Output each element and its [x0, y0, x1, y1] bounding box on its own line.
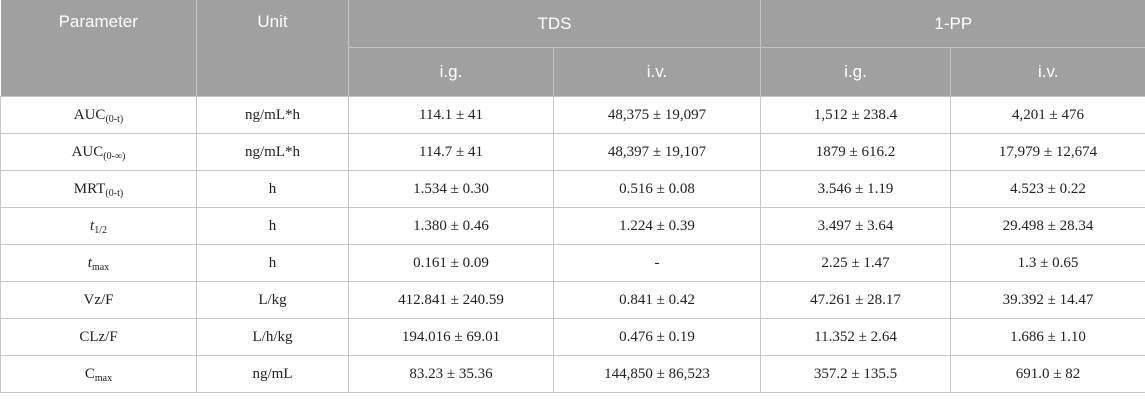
param-sub: (0-t): [105, 187, 124, 199]
param-main: Vz/F: [83, 291, 114, 308]
param-cell: CLz/F: [0, 318, 197, 356]
table-row: AUC(0-∞) ng/mL*h 114.7 ± 41 48,397 ± 19,…: [0, 133, 1145, 171]
pp-iv-cell: 4,201 ± 476: [950, 96, 1145, 134]
pp-ig-cell: 11.352 ± 2.64: [760, 318, 951, 356]
tds-ig-cell: 83.23 ± 35.36: [348, 355, 554, 393]
header-group-1pp: 1-PP: [760, 0, 1145, 48]
tds-ig-cell: 1.380 ± 0.46: [348, 207, 554, 245]
tds-ig-cell: 194.016 ± 69.01: [348, 318, 554, 356]
pp-iv-cell: 39.392 ± 14.47: [950, 281, 1145, 319]
unit-cell: h: [196, 170, 349, 208]
table-row: tmax h 0.161 ± 0.09 - 2.25 ± 1.47 1.3 ± …: [0, 244, 1145, 282]
param-sub: max: [91, 261, 110, 273]
param-cell: Cmax: [0, 355, 197, 393]
tds-ig-cell: 114.1 ± 41: [348, 96, 554, 134]
param-main: t: [87, 254, 92, 271]
pp-ig-cell: 1879 ± 616.2: [760, 133, 951, 171]
unit-cell: h: [196, 207, 349, 245]
param-cell: AUC(0-t): [0, 96, 197, 134]
header-tds-iv: i.v.: [553, 47, 761, 97]
param-cell: MRT(0-t): [0, 170, 197, 208]
param-cell: Vz/F: [0, 281, 197, 319]
tds-ig-cell: 412.841 ± 240.59: [348, 281, 554, 319]
table-row: t1/2 h 1.380 ± 0.46 1.224 ± 0.39 3.497 ±…: [0, 207, 1145, 245]
param-cell: tmax: [0, 244, 197, 282]
tds-iv-cell: 48,397 ± 19,107: [553, 133, 761, 171]
header-unit: Unit: [196, 0, 349, 97]
pp-iv-cell: 691.0 ± 82: [950, 355, 1145, 393]
tds-iv-cell: 1.224 ± 0.39: [553, 207, 761, 245]
unit-cell: ng/mL*h: [196, 96, 349, 134]
table-row: Vz/F L/kg 412.841 ± 240.59 0.841 ± 0.42 …: [0, 281, 1145, 319]
header-1pp-iv: i.v.: [950, 47, 1145, 97]
pp-iv-cell: 4.523 ± 0.22: [950, 170, 1145, 208]
header-parameter: Parameter: [0, 0, 197, 97]
unit-cell: ng/mL: [196, 355, 349, 393]
pp-ig-cell: 3.546 ± 1.19: [760, 170, 951, 208]
param-sub: max: [94, 372, 113, 384]
table-row: AUC(0-t) ng/mL*h 114.1 ± 41 48,375 ± 19,…: [0, 96, 1145, 134]
tds-iv-cell: 0.516 ± 0.08: [553, 170, 761, 208]
header-tds-ig: i.g.: [348, 47, 554, 97]
table-row: Cmax ng/mL 83.23 ± 35.36 144,850 ± 86,52…: [0, 355, 1145, 393]
header-group-tds: TDS: [348, 0, 761, 48]
pp-iv-cell: 29.498 ± 28.34: [950, 207, 1145, 245]
param-main: AUC: [73, 106, 106, 123]
param-cell: t1/2: [0, 207, 197, 245]
pp-ig-cell: 47.261 ± 28.17: [760, 281, 951, 319]
pp-ig-cell: 357.2 ± 135.5: [760, 355, 951, 393]
unit-cell: h: [196, 244, 349, 282]
unit-cell: L/kg: [196, 281, 349, 319]
pp-iv-cell: 17,979 ± 12,674: [950, 133, 1145, 171]
param-main: MRT: [73, 180, 106, 197]
pp-ig-cell: 1,512 ± 238.4: [760, 96, 951, 134]
tds-ig-cell: 114.7 ± 41: [348, 133, 554, 171]
pp-ig-cell: 3.497 ± 3.64: [760, 207, 951, 245]
param-main: CLz/F: [79, 328, 118, 345]
header-1pp-ig: i.g.: [760, 47, 951, 97]
pp-iv-cell: 1.686 ± 1.10: [950, 318, 1145, 356]
tds-iv-cell: -: [553, 244, 761, 282]
table-header: Parameter Unit TDS 1-PP i.g. i.v. i.g. i…: [0, 0, 1145, 97]
param-main: C: [84, 365, 95, 382]
table-row: CLz/F L/h/kg 194.016 ± 69.01 0.476 ± 0.1…: [0, 318, 1145, 356]
table-body: AUC(0-t) ng/mL*h 114.1 ± 41 48,375 ± 19,…: [0, 96, 1145, 393]
param-cell: AUC(0-∞): [0, 133, 197, 171]
pp-iv-cell: 1.3 ± 0.65: [950, 244, 1145, 282]
unit-cell: ng/mL*h: [196, 133, 349, 171]
tds-ig-cell: 1.534 ± 0.30: [348, 170, 554, 208]
tds-iv-cell: 0.841 ± 0.42: [553, 281, 761, 319]
pk-parameters-table: Parameter Unit TDS 1-PP i.g. i.v. i.g. i…: [0, 0, 1145, 393]
tds-iv-cell: 0.476 ± 0.19: [553, 318, 761, 356]
param-sub: (0-t): [105, 113, 124, 125]
tds-ig-cell: 0.161 ± 0.09: [348, 244, 554, 282]
pp-ig-cell: 2.25 ± 1.47: [760, 244, 951, 282]
tds-iv-cell: 144,850 ± 86,523: [553, 355, 761, 393]
param-main: AUC: [71, 143, 104, 160]
param-sub: (0-∞): [103, 150, 126, 162]
tds-iv-cell: 48,375 ± 19,097: [553, 96, 761, 134]
table-row: MRT(0-t) h 1.534 ± 0.30 0.516 ± 0.08 3.5…: [0, 170, 1145, 208]
unit-cell: L/h/kg: [196, 318, 349, 356]
param-sub: 1/2: [94, 224, 107, 236]
param-main: t: [90, 217, 95, 234]
